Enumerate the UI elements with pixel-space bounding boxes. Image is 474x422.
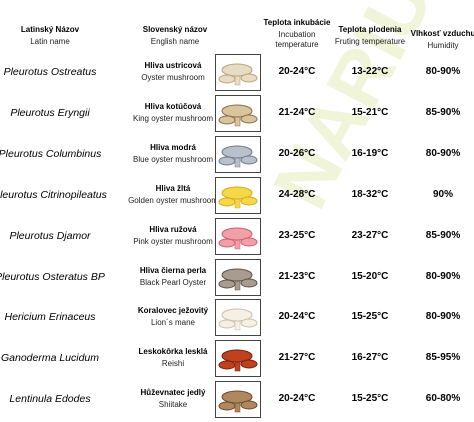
header-slovak: Slovenský názov (142, 25, 208, 34)
incubation-temp: 20-24°C (278, 66, 316, 77)
fruiting-temp: 18-32°C (351, 188, 389, 200)
latin-name: Pleurotus Columbinus (0, 147, 102, 160)
mushroom-image (215, 340, 261, 378)
latin-name: Hericium Erinaceus (4, 311, 96, 324)
english-name: Shiitake (158, 400, 188, 410)
mushroom-drawing (218, 308, 258, 331)
incubation-temp: 24-28°C (278, 188, 316, 200)
latin-name: Pleurotus Citrinopileatus (0, 188, 107, 201)
english-name: Blue oyster mushroom (132, 154, 214, 164)
mushroom-drawing (218, 145, 258, 168)
slovak-name: Hliva žltá (155, 183, 191, 193)
english-name: Golden oyster mushroom (128, 195, 218, 205)
humidity: 85-95% (425, 352, 461, 364)
mushroom-drawing (218, 390, 258, 413)
slovak-name: Hliva kotúčová (144, 101, 202, 111)
mushroom-drawing (218, 104, 258, 127)
latin-name: Pleurotus Ostreatus (3, 66, 97, 78)
header-fruiting-sub: Fruting temperature (334, 37, 406, 46)
humidity: 80-90% (425, 311, 461, 323)
humidity: 80-90% (425, 147, 461, 159)
header-incubation-sub: Incubation temperature (275, 30, 319, 49)
mushroom-drawing (218, 186, 258, 208)
english-name: Black Pearl Oyster (139, 277, 207, 287)
slovak-name: Hůževnatec jedlý (140, 388, 206, 398)
mushroom-image (215, 94, 261, 132)
fruiting-temp: 23-27°C (351, 229, 389, 241)
incubation-temp: 21-27°C (278, 352, 316, 364)
english-name: King oyster mushroom (132, 113, 214, 123)
slovak-name: Hliva čierna perla (139, 265, 207, 275)
fruiting-temp: 16-27°C (351, 352, 389, 364)
incubation-temp: 21-23°C (278, 270, 316, 282)
mushroom-drawing (218, 349, 258, 372)
latin-name: Lentinula Edodes (9, 393, 91, 406)
english-name: Lion´s mane (150, 318, 196, 328)
fruiting-temp: 15-25°C (351, 311, 389, 323)
latin-name: Pleurotus Osteratus BP (0, 270, 105, 283)
header-fruiting: Teplota plodenia (338, 25, 402, 34)
incubation-temp: 23-25°C (278, 229, 316, 241)
header-latin: Latinský Názov (20, 25, 80, 34)
slovak-name: Leskokôrka lesklá (138, 347, 208, 357)
header-slovak-sub: English name (150, 37, 200, 46)
header-latin-sub: Latin name (30, 37, 70, 46)
latin-name: Pleurotus Eryngii (10, 106, 90, 119)
fruiting-temp: 15-25°C (351, 393, 389, 405)
fruiting-temp: 15-21°C (351, 106, 389, 118)
latin-name: Ganoderma Lucidum (0, 352, 100, 365)
header-humidity-sub: Humidity (427, 41, 459, 50)
header-incubation: Teplota inkubácie (263, 18, 331, 27)
incubation-temp: 20-24°C (278, 393, 316, 405)
mushroom-image (215, 217, 261, 255)
mushroom-image (215, 381, 261, 419)
humidity: 80-90% (425, 270, 461, 282)
mushroom-image (215, 135, 261, 173)
slovak-name: Koralovec ježovitý (137, 306, 209, 316)
humidity: 90% (432, 188, 453, 200)
incubation-temp: 21-24°C (278, 106, 316, 118)
fruiting-temp: 15-20°C (351, 270, 389, 282)
mushroom-drawing (218, 63, 258, 86)
english-name: Pink oyster mushroom (133, 236, 213, 246)
header-humidity: Vlhkosť vzduchu (410, 29, 474, 38)
mushroom-image (215, 54, 261, 91)
english-name: Oyster mushroom (141, 73, 205, 82)
humidity: 80-90% (425, 66, 461, 77)
latin-name: Pleurotus Djamor (9, 229, 91, 242)
mushroom-image (215, 176, 261, 214)
slovak-name: Hliva ružová (149, 224, 197, 234)
fruiting-temp: 16-19°C (351, 147, 389, 159)
slovak-name: Hliva modrá (150, 142, 196, 152)
slovak-name: Hliva ustricová (144, 61, 202, 70)
mushroom-image (215, 299, 261, 337)
fruiting-temp: 13-22°C (351, 66, 389, 77)
english-name: Reishi (161, 359, 185, 369)
incubation-temp: 20-26°C (278, 147, 316, 159)
humidity: 60-80% (425, 393, 461, 405)
humidity: 85-90% (425, 229, 461, 241)
mushroom-image (215, 258, 261, 296)
mushroom-drawing (218, 227, 258, 249)
humidity: 85-90% (425, 106, 461, 118)
mushroom-drawing (218, 268, 258, 290)
incubation-temp: 20-24°C (278, 311, 316, 323)
